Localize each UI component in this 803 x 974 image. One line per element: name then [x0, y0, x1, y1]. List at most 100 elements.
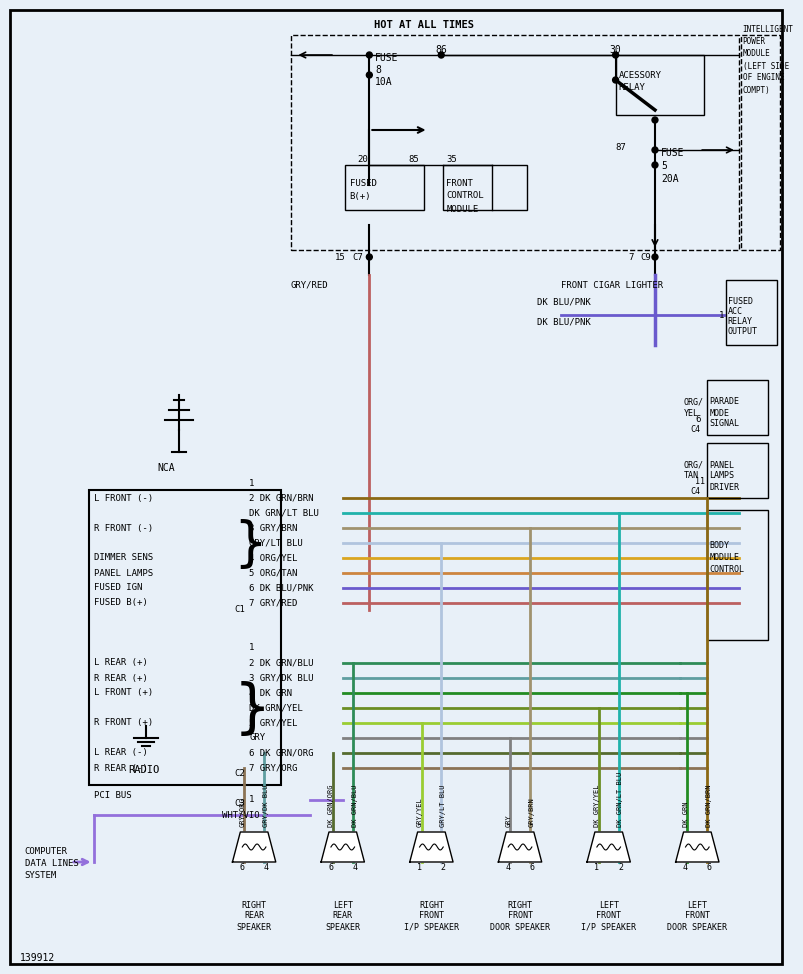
- Text: CONTROL: CONTROL: [708, 565, 744, 574]
- Text: SPEAKER: SPEAKER: [236, 922, 271, 931]
- Bar: [707, 443, 768, 498]
- Text: 35: 35: [446, 156, 456, 165]
- Text: L REAR (+): L REAR (+): [93, 658, 147, 667]
- Text: 6: 6: [328, 864, 333, 873]
- Text: NCA: NCA: [157, 463, 175, 473]
- Text: 6: 6: [239, 864, 244, 873]
- Text: 3 GRY/DK BLU: 3 GRY/DK BLU: [249, 673, 313, 683]
- Text: 4: 4: [505, 864, 510, 873]
- Text: 2: 2: [440, 864, 445, 873]
- Text: 20: 20: [357, 156, 368, 165]
- Text: LAMPS: LAMPS: [708, 471, 733, 480]
- Text: ORG/: ORG/: [683, 397, 703, 406]
- Text: SPEAKER: SPEAKER: [325, 922, 360, 931]
- Bar: [615, 55, 703, 115]
- Text: DK GRN/BLU: DK GRN/BLU: [351, 784, 357, 827]
- Text: 7: 7: [628, 253, 633, 263]
- Text: 2 DK GRN/BLU: 2 DK GRN/BLU: [249, 658, 313, 667]
- Text: DK GRY/YEL: DK GRY/YEL: [593, 784, 599, 827]
- Text: GRY/LT BLU: GRY/LT BLU: [249, 539, 303, 547]
- Text: SIGNAL: SIGNAL: [708, 420, 738, 429]
- Text: FUSE: FUSE: [660, 148, 683, 158]
- Polygon shape: [410, 832, 453, 862]
- Circle shape: [651, 147, 657, 153]
- Text: 6 DK GRN/ORG: 6 DK GRN/ORG: [249, 748, 313, 758]
- Text: INTELLIGENT: INTELLIGENT: [742, 25, 793, 34]
- Polygon shape: [586, 832, 630, 862]
- Text: I/P SPEAKER: I/P SPEAKER: [403, 922, 459, 931]
- Text: DK BLU/PNK: DK BLU/PNK: [536, 318, 589, 326]
- Text: L REAR (-): L REAR (-): [93, 748, 147, 758]
- Text: 5: 5: [660, 161, 666, 171]
- Text: C4: C4: [690, 426, 699, 434]
- Text: 1: 1: [249, 478, 255, 488]
- Text: 6 DK BLU/PNK: 6 DK BLU/PNK: [249, 583, 313, 592]
- Text: ORG/: ORG/: [683, 461, 703, 469]
- Circle shape: [612, 77, 618, 83]
- Text: OF ENGINE: OF ENGINE: [742, 73, 783, 83]
- Text: MODULE: MODULE: [446, 205, 478, 213]
- Text: RIGHT: RIGHT: [418, 901, 443, 910]
- Text: C1: C1: [234, 606, 245, 615]
- Text: 1: 1: [417, 864, 422, 873]
- Text: 6: 6: [528, 864, 534, 873]
- Text: DK GRN/ORG: DK GRN/ORG: [328, 784, 333, 827]
- Bar: [88, 490, 280, 785]
- Text: 6: 6: [706, 864, 711, 873]
- Text: C3: C3: [234, 799, 245, 807]
- Text: 5 GRY/YEL: 5 GRY/YEL: [249, 719, 297, 728]
- Text: DOOR SPEAKER: DOOR SPEAKER: [666, 922, 727, 931]
- Text: DK GRN/YEL: DK GRN/YEL: [249, 703, 303, 713]
- Text: }: }: [234, 519, 266, 571]
- Text: 1: 1: [249, 796, 255, 805]
- Text: 86: 86: [435, 45, 446, 55]
- Text: PANEL LAMPS: PANEL LAMPS: [93, 569, 153, 578]
- Bar: [725, 280, 777, 345]
- Text: FRONT: FRONT: [684, 912, 709, 920]
- Polygon shape: [232, 832, 275, 862]
- Text: FRONT: FRONT: [507, 912, 532, 920]
- Text: REAR: REAR: [244, 912, 263, 920]
- Text: OUTPUT: OUTPUT: [727, 327, 757, 336]
- Text: C9: C9: [639, 253, 650, 263]
- Bar: [707, 380, 768, 435]
- Text: TAN: TAN: [683, 471, 698, 480]
- Text: PCI BUS: PCI BUS: [93, 791, 131, 800]
- Text: MODULE: MODULE: [708, 552, 738, 561]
- Text: GRY: GRY: [249, 733, 265, 742]
- Text: GRY/DK BLU: GRY/DK BLU: [263, 784, 268, 827]
- Text: WHT/VIO: WHT/VIO: [222, 810, 259, 819]
- Text: DIMMER SENS: DIMMER SENS: [93, 553, 153, 563]
- Text: 139912: 139912: [20, 953, 55, 963]
- Text: 6: 6: [695, 416, 700, 425]
- Text: RIGHT: RIGHT: [242, 901, 267, 910]
- Text: FRONT: FRONT: [418, 912, 443, 920]
- Text: B(+): B(+): [349, 192, 371, 201]
- Text: DK GRN/LT BLU: DK GRN/LT BLU: [617, 771, 622, 827]
- Text: 4: 4: [352, 864, 357, 873]
- Text: CONTROL: CONTROL: [446, 192, 483, 201]
- Text: R FRONT (+): R FRONT (+): [93, 719, 153, 728]
- Polygon shape: [675, 832, 718, 862]
- Text: 30: 30: [609, 45, 621, 55]
- Text: L FRONT (-): L FRONT (-): [93, 494, 153, 503]
- Text: SYSTEM: SYSTEM: [25, 872, 57, 880]
- Text: R REAR (-): R REAR (-): [93, 764, 147, 772]
- Text: PANEL: PANEL: [708, 461, 733, 469]
- Text: 4 DK GRN: 4 DK GRN: [249, 689, 291, 697]
- Text: LEFT: LEFT: [687, 901, 707, 910]
- Text: 4: 4: [263, 864, 268, 873]
- Text: DK BLU/PNK: DK BLU/PNK: [536, 297, 589, 307]
- Text: FRONT: FRONT: [596, 912, 621, 920]
- Text: GRY/ORG: GRY/ORG: [239, 798, 245, 827]
- Text: BODY: BODY: [708, 541, 728, 549]
- Text: FUSED: FUSED: [349, 178, 376, 188]
- Text: YEL: YEL: [683, 408, 698, 418]
- Text: LEFT: LEFT: [332, 901, 353, 910]
- Bar: [740, 35, 779, 250]
- Text: (LEFT SIDE: (LEFT SIDE: [742, 61, 788, 70]
- Text: COMPT): COMPT): [742, 86, 769, 94]
- Text: 3 GRY/BRN: 3 GRY/BRN: [249, 523, 297, 533]
- Text: }: }: [234, 682, 269, 738]
- Bar: [290, 35, 738, 250]
